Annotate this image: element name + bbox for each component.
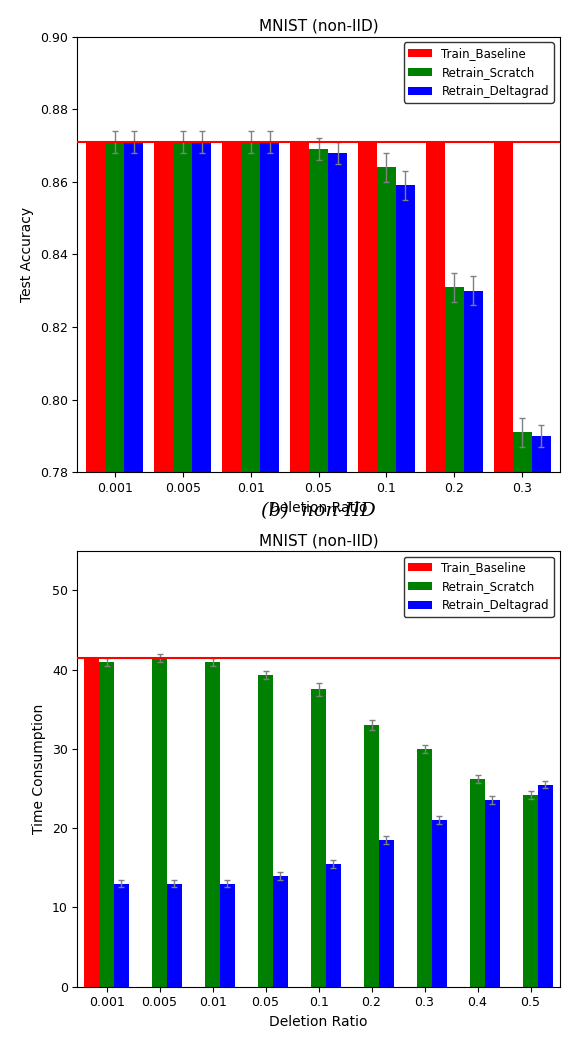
- Bar: [86, 142, 106, 1044]
- Bar: [167, 883, 182, 987]
- Bar: [114, 883, 129, 987]
- Bar: [464, 291, 483, 1044]
- Bar: [328, 152, 347, 1044]
- Bar: [222, 142, 241, 1044]
- Legend: Train_Baseline, Retrain_Scratch, Retrain_Deltagrad: Train_Baseline, Retrain_Scratch, Retrain…: [404, 556, 554, 617]
- Bar: [523, 794, 538, 987]
- Bar: [396, 186, 415, 1044]
- Title: MNIST (non-IID): MNIST (non-IID): [259, 533, 378, 548]
- Bar: [358, 142, 377, 1044]
- Bar: [494, 142, 513, 1044]
- Bar: [417, 749, 432, 987]
- Bar: [99, 662, 114, 987]
- Bar: [84, 658, 99, 987]
- Bar: [154, 142, 173, 1044]
- Bar: [273, 876, 288, 987]
- Bar: [106, 142, 125, 1044]
- Bar: [326, 863, 341, 987]
- Bar: [513, 432, 532, 1044]
- Legend: Train_Baseline, Retrain_Scratch, Retrain_Deltagrad: Train_Baseline, Retrain_Scratch, Retrain…: [404, 43, 554, 102]
- Bar: [192, 142, 211, 1044]
- Bar: [311, 689, 326, 987]
- Bar: [532, 436, 551, 1044]
- Bar: [377, 167, 396, 1044]
- Bar: [205, 662, 220, 987]
- Bar: [173, 142, 192, 1044]
- Y-axis label: Time Consumption: Time Consumption: [32, 704, 46, 834]
- Bar: [258, 675, 273, 987]
- Bar: [220, 883, 235, 987]
- Bar: [426, 142, 445, 1044]
- Text: (b)  non-IID: (b) non-IID: [261, 502, 376, 521]
- Title: MNIST (non-IID): MNIST (non-IID): [259, 19, 378, 34]
- Bar: [445, 287, 464, 1044]
- Bar: [241, 142, 260, 1044]
- Bar: [470, 779, 485, 987]
- Bar: [432, 821, 447, 987]
- Bar: [485, 801, 500, 987]
- Bar: [260, 142, 279, 1044]
- Bar: [379, 840, 394, 987]
- X-axis label: Deletion Ratio: Deletion Ratio: [269, 1015, 368, 1028]
- Bar: [538, 784, 553, 987]
- X-axis label: Deletion Ratio: Deletion Ratio: [269, 501, 368, 515]
- Y-axis label: Test Accuracy: Test Accuracy: [20, 207, 34, 302]
- Bar: [125, 142, 144, 1044]
- Bar: [309, 149, 328, 1044]
- Bar: [290, 142, 309, 1044]
- Bar: [152, 658, 167, 987]
- Bar: [364, 726, 379, 987]
